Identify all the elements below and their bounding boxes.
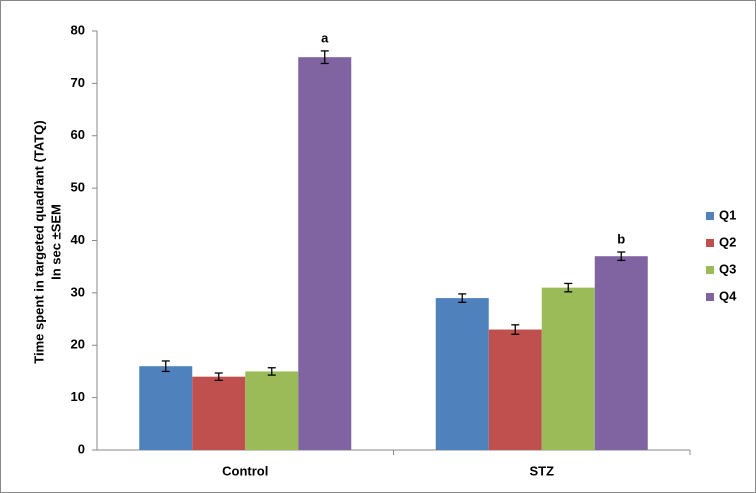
y-tick-label: 10 [71,389,85,404]
y-tick-label: 40 [71,232,85,247]
legend-label: Q1 [719,207,736,222]
error-bar [458,293,467,303]
legend-swatch [706,239,714,247]
bar [541,287,595,450]
bar [192,376,246,450]
error-bar [511,324,520,335]
legend-swatch [706,212,714,220]
y-tick-label: 20 [71,337,85,352]
bar [488,329,542,450]
annotation: b [617,231,625,246]
error-bar [214,372,223,381]
error-bar [267,367,276,376]
bar [594,256,648,450]
bar [139,366,193,450]
error-bar [617,251,626,262]
y-tick-label: 0 [78,441,85,456]
y-tick-label: 50 [71,180,85,195]
x-tick-label: STZ [529,463,554,478]
y-tick-label: 30 [71,284,85,299]
y-tick-label: 80 [71,22,85,37]
legend-label: Q2 [719,234,736,249]
y-axis-title: Time spent in targeted quadrant (TATQ) [31,120,46,363]
error-bar [564,282,573,293]
legend-swatch [706,293,714,301]
legend-label: Q3 [719,261,736,276]
y-tick-label: 60 [71,127,85,142]
error-bar [161,360,170,373]
error-bar [320,50,329,65]
bar [245,371,299,450]
bar [298,57,352,450]
y-tick-label: 70 [71,75,85,90]
legend-swatch [706,266,714,274]
x-tick-label: Control [222,463,268,478]
bar [435,298,489,450]
legend-label: Q4 [719,288,737,303]
y-axis-title: In sec ±SEM [48,204,63,280]
annotation: a [321,30,329,45]
